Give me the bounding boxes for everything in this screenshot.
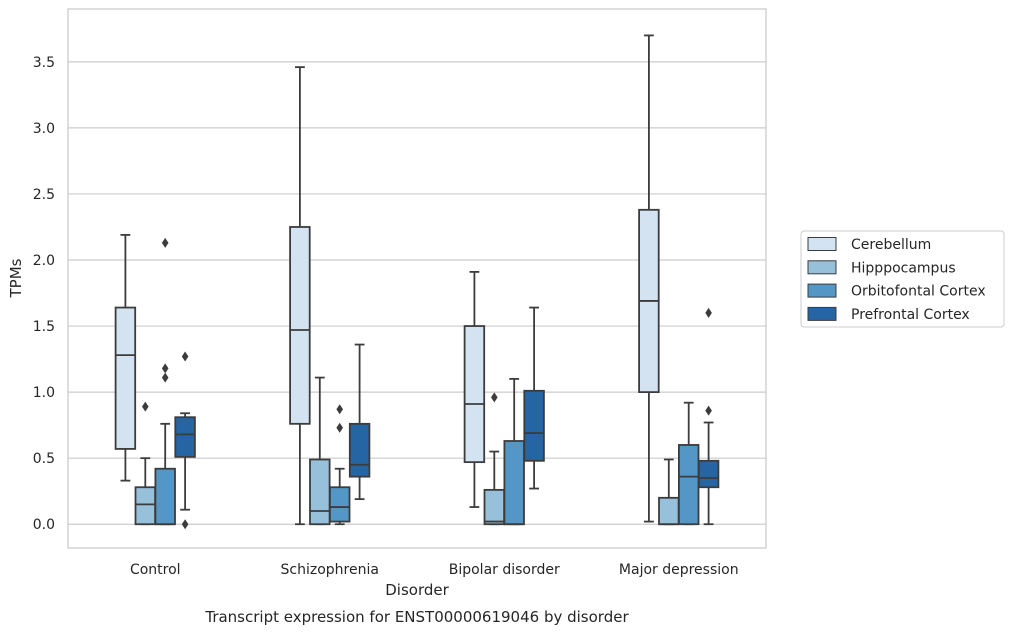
- y-axis-label: TPMs: [7, 258, 25, 298]
- outlier-point: [336, 404, 343, 415]
- box-body: [328, 486, 351, 523]
- box-3-1: [658, 458, 680, 526]
- x-tick-label: Bipolar disorder: [449, 562, 560, 578]
- y-tick-label: 1.5: [33, 319, 55, 335]
- legend-label: Prefrontal Cortex: [851, 307, 970, 323]
- y-tick-label: 3.5: [33, 55, 55, 71]
- legend-swatch: [807, 283, 837, 298]
- box-body: [309, 458, 331, 526]
- box-2-0: [463, 270, 486, 508]
- box-body: [503, 440, 525, 526]
- box-0-2: [154, 237, 176, 526]
- box-1-1: [309, 376, 331, 526]
- box-0-0: [114, 234, 137, 482]
- box-body: [697, 459, 720, 489]
- box-body: [523, 389, 545, 462]
- box-series: [114, 34, 720, 530]
- box-2-1: [483, 392, 506, 526]
- x-tick-label: Schizophrenia: [281, 562, 379, 578]
- outlier-point: [181, 519, 189, 530]
- box-0-1: [134, 401, 157, 526]
- outlier-point: [705, 405, 712, 416]
- outlier-point: [142, 401, 149, 412]
- y-tick-label: 0.0: [33, 517, 55, 533]
- box-body: [289, 226, 311, 425]
- box-1-3: [348, 343, 371, 501]
- box-body: [483, 488, 506, 526]
- box-body: [463, 325, 486, 464]
- y-tick-label: 0.5: [33, 451, 55, 467]
- legend-swatch: [807, 237, 837, 251]
- box-body: [154, 467, 176, 526]
- box-body: [134, 486, 157, 526]
- y-tick-label: 2.5: [33, 187, 55, 203]
- outlier-point: [181, 351, 189, 362]
- box-body: [678, 444, 700, 526]
- box-body: [114, 306, 137, 450]
- box-body: [348, 422, 371, 478]
- y-tick-label: 3.0: [33, 121, 55, 137]
- outlier-point: [705, 307, 712, 318]
- box-1-0: [289, 66, 311, 526]
- gridlines: [68, 61, 766, 525]
- y-tick-label: 1.0: [33, 385, 55, 401]
- outlier-point: [161, 372, 169, 383]
- legend-frame: [800, 230, 1005, 328]
- legend-label: Hipppocampus: [851, 260, 956, 276]
- box-2-2: [503, 378, 525, 526]
- legend-swatch: [807, 306, 837, 321]
- box-1-2: [328, 404, 351, 526]
- y-tick-label: 2.0: [33, 253, 55, 269]
- legend-swatch: [807, 260, 837, 275]
- box-2-3: [523, 306, 545, 490]
- outlier-point: [161, 237, 169, 248]
- box-body: [658, 496, 680, 526]
- x-axis-label: Disorder: [385, 581, 449, 599]
- box-body: [174, 416, 196, 458]
- y-tick-labels: 0.0 0.5 1.0 1.5 2.0 2.5 3.0 3.5: [33, 55, 55, 533]
- legend-label: Orbitofontal Cortex: [851, 284, 986, 300]
- legend: Cerebellum Hipppocampus Orbitofontal Corte…: [800, 230, 1005, 328]
- box-0-3: [174, 351, 196, 530]
- outlier-point: [491, 392, 498, 403]
- outlier-point: [161, 363, 169, 374]
- legend-label: Cerebellum: [851, 237, 931, 253]
- plot-frame: [67, 8, 767, 549]
- x-tick-label: Control: [130, 562, 181, 578]
- outlier-point: [336, 422, 343, 433]
- chart-caption: Transcript expression for ENST0000061904…: [204, 608, 629, 626]
- x-tick-label: Major depression: [619, 562, 739, 578]
- box-3-0: [638, 34, 660, 523]
- box-3-3: [697, 307, 720, 526]
- box-3-2: [678, 401, 700, 526]
- x-tick-labels: Control Schizophrenia Bipolar disorder Majo…: [130, 562, 739, 578]
